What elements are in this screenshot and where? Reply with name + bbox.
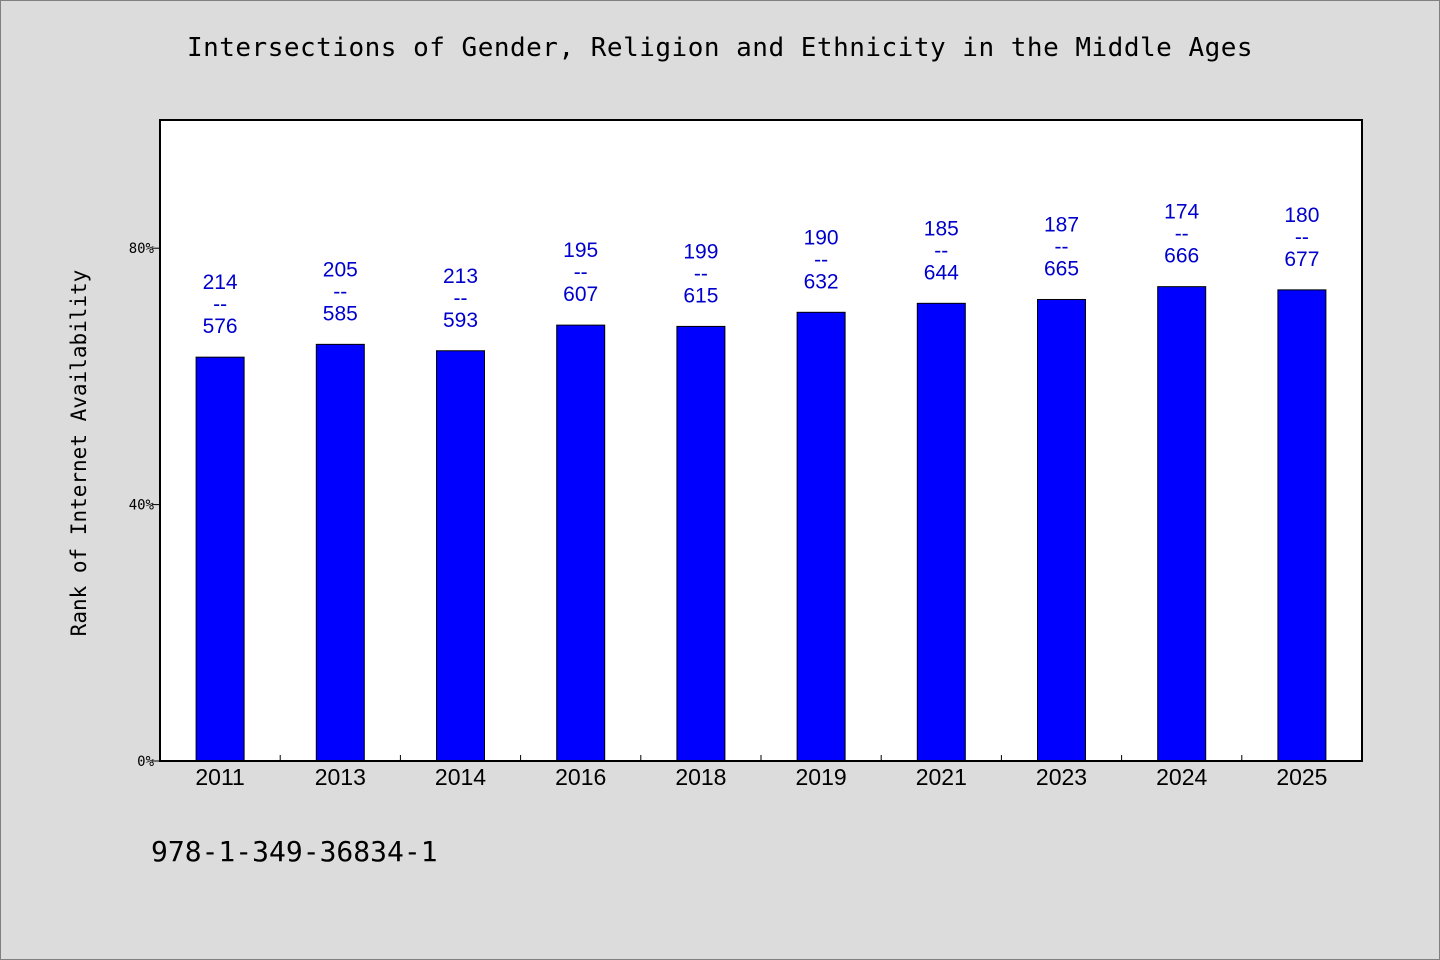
data-label-separator: -- [333, 280, 347, 303]
x-tick-label: 2016 [555, 764, 606, 790]
data-label-separator: -- [814, 248, 828, 271]
x-tick-label: 2011 [195, 764, 244, 790]
data-label-separator: -- [1175, 223, 1189, 246]
data-label-bottom: 615 [683, 284, 718, 307]
bar [676, 325, 726, 762]
chart-title: Intersections of Gender, Religion and Et… [186, 33, 1254, 63]
y-tick-label: 0% [137, 754, 154, 770]
data-label-bottom: 585 [323, 302, 358, 325]
data-label-top: 213 [443, 265, 478, 288]
bar [195, 356, 245, 762]
data-label-separator: -- [1055, 235, 1069, 258]
plot-frame [159, 119, 1363, 762]
data-label-bottom: 665 [1044, 257, 1079, 280]
data-label-bottom: 593 [443, 309, 478, 332]
data-label-bottom: 607 [563, 283, 598, 306]
data-label-bottom: 677 [1284, 248, 1319, 271]
x-tick-label: 2024 [1156, 764, 1207, 790]
data-label-top: 205 [323, 258, 358, 281]
x-tick-label: 2023 [1036, 764, 1087, 790]
data-label-bottom: 666 [1164, 245, 1199, 268]
data-label-separator: -- [454, 287, 468, 310]
x-tick-label: 2018 [675, 764, 726, 790]
bar [796, 311, 846, 762]
data-label-top: 190 [804, 226, 839, 249]
bar [436, 350, 485, 762]
bar [315, 343, 365, 762]
data-label-separator: -- [694, 262, 708, 285]
x-tick-label: 2019 [796, 764, 847, 790]
data-label-top: 214 [203, 271, 238, 294]
data-label-top: 174 [1164, 201, 1199, 224]
y-tick-label: 80% [129, 241, 155, 257]
x-tick-label: 2014 [435, 764, 486, 790]
data-label-top: 195 [563, 239, 598, 262]
x-tick-label: 2021 [916, 764, 967, 790]
bar [1277, 289, 1327, 762]
data-label-separator: -- [574, 261, 588, 284]
data-label-separator: -- [1295, 226, 1309, 249]
data-label-bottom: 632 [804, 270, 839, 293]
data-label-separator: -- [934, 239, 948, 262]
data-label-top: 185 [924, 217, 959, 240]
x-tick-label: 2025 [1276, 764, 1327, 790]
bar [1037, 298, 1086, 762]
data-label-bottom: 644 [924, 261, 959, 284]
data-label-bottom: 576 [203, 315, 238, 338]
bar [1157, 286, 1207, 762]
data-label-top: 187 [1044, 213, 1079, 236]
bar [916, 302, 966, 762]
isbn-footnote: 978-1-349-36834-1 [151, 835, 438, 868]
bar [556, 324, 606, 762]
data-label-top: 180 [1284, 204, 1319, 227]
data-label-separator: -- [213, 293, 227, 316]
y-tick-label: 40% [129, 498, 155, 514]
x-tick-label: 2013 [315, 764, 366, 790]
data-label-top: 199 [683, 240, 718, 263]
